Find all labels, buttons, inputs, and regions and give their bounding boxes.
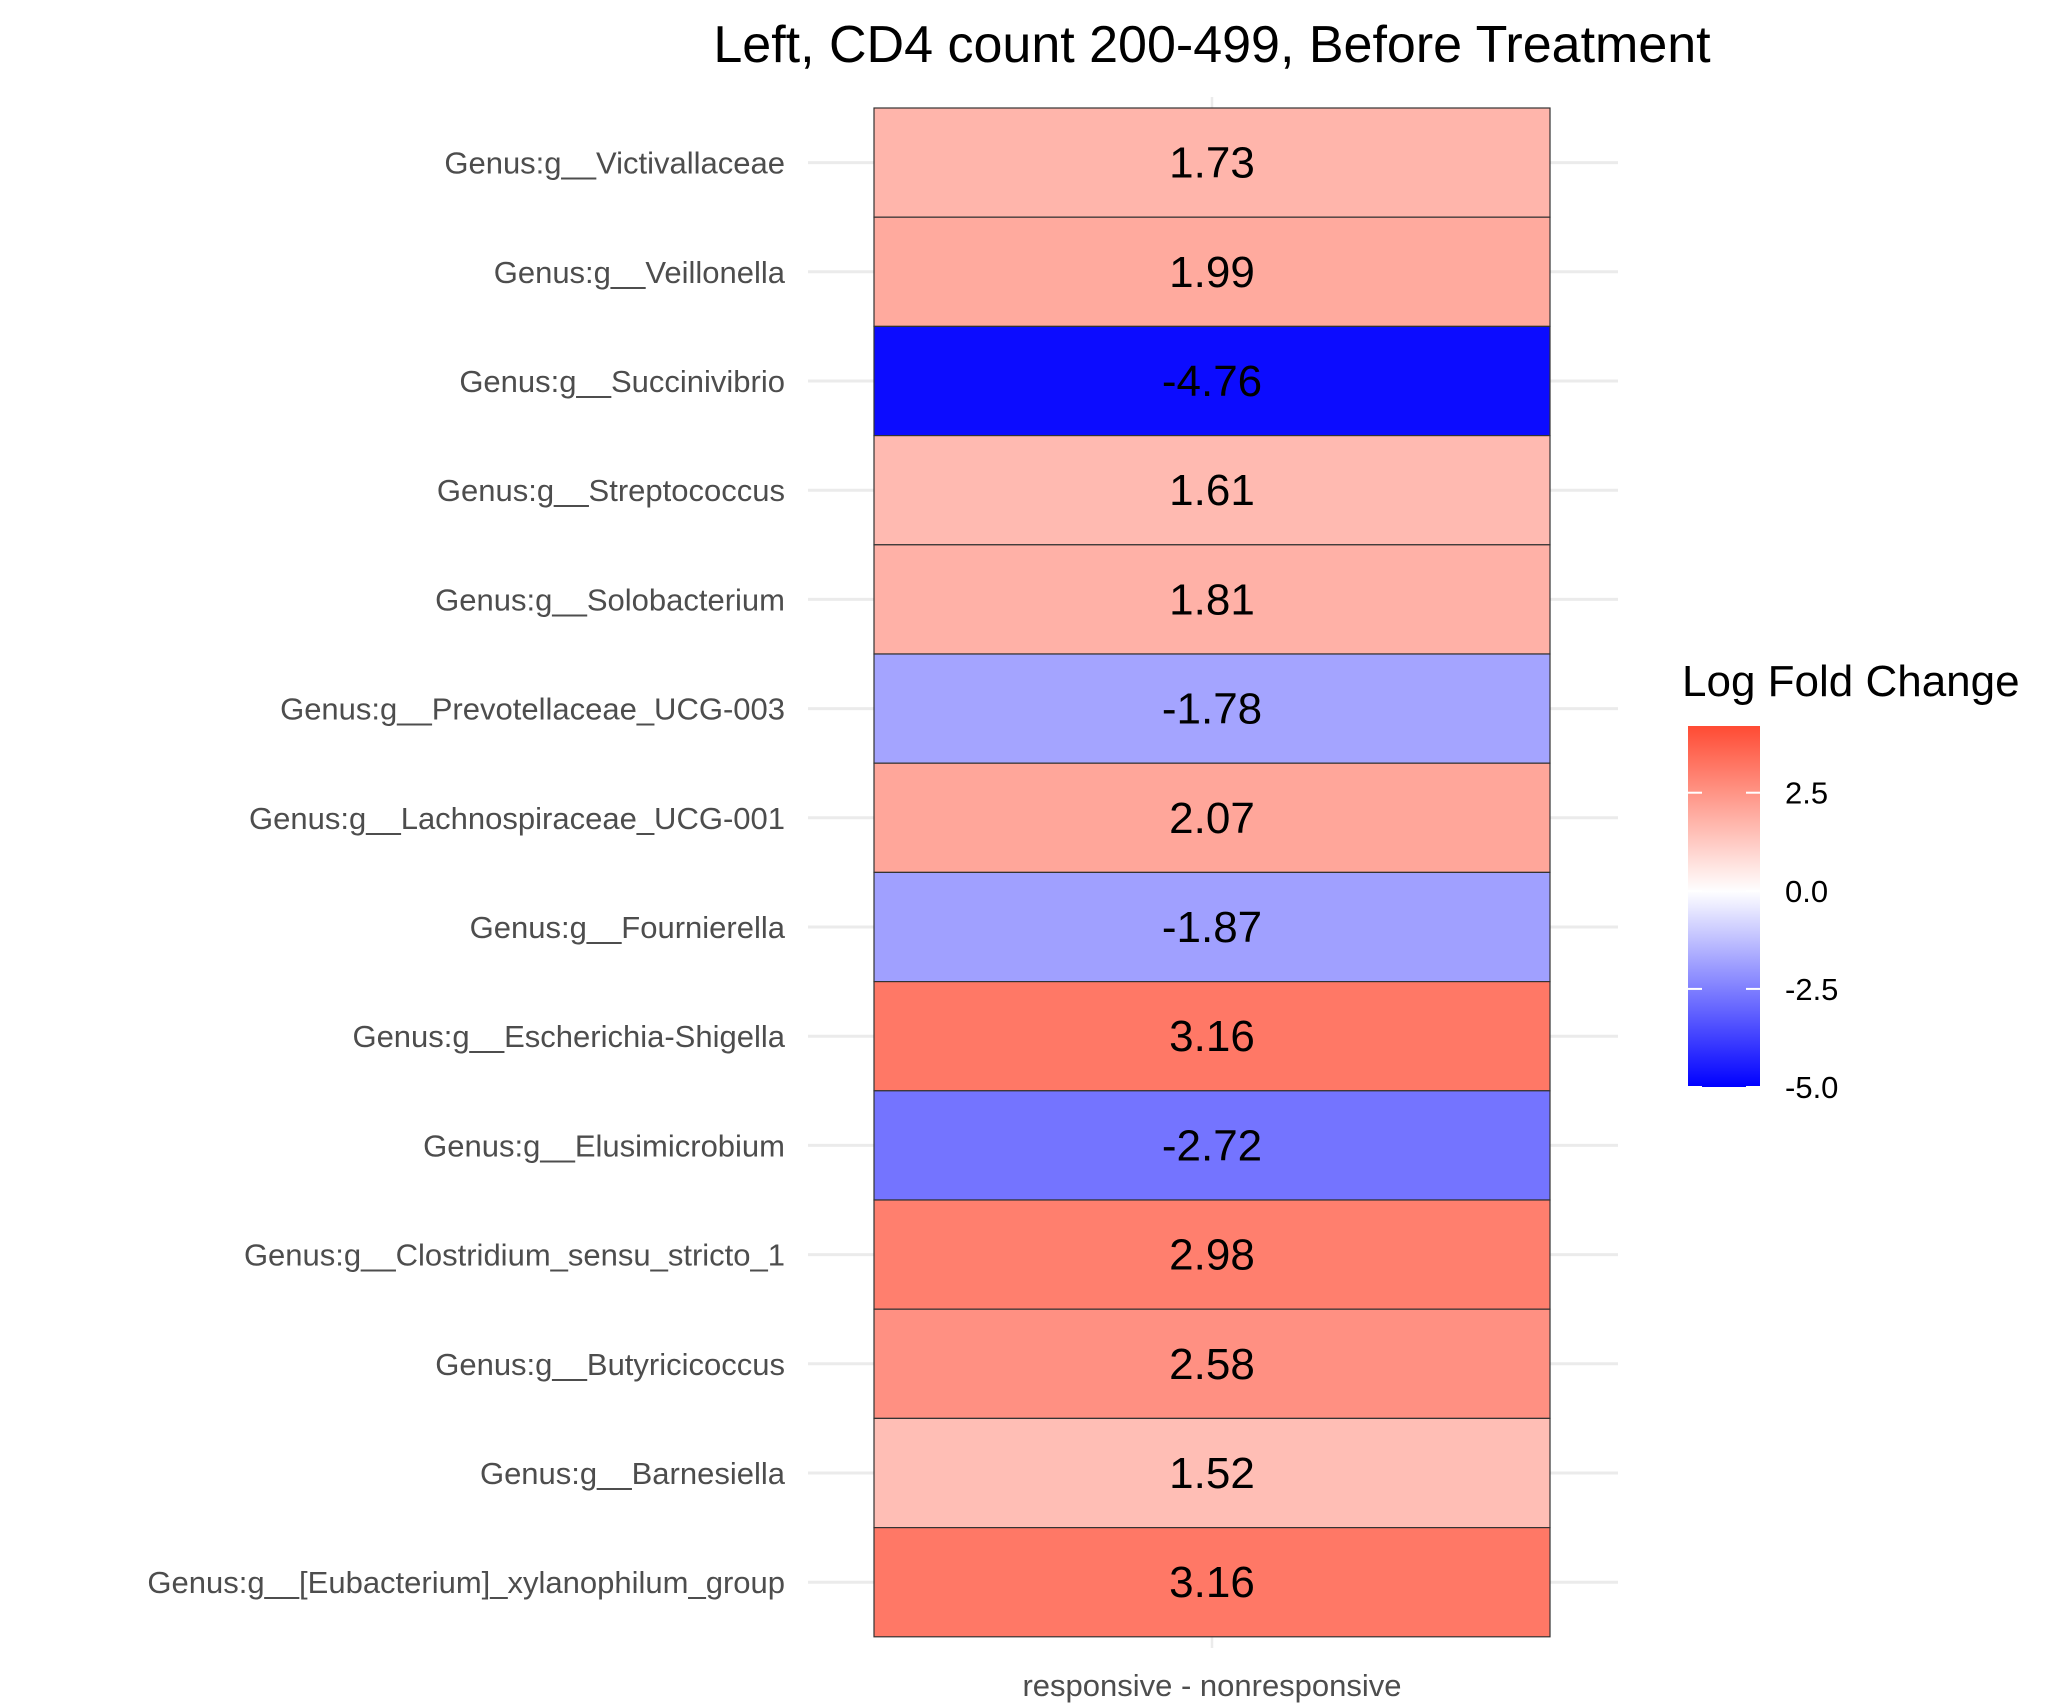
heatmap-cell <box>873 1417 1551 1529</box>
legend-tick-label: -5.0 <box>1785 1070 1838 1105</box>
cell-value-label: -1.78 <box>1162 685 1262 734</box>
y-tick-label: Genus:g__Victivallaceae <box>444 146 785 181</box>
heatmap-cell <box>873 1308 1551 1419</box>
y-tick-label: Genus:g__Veillonella <box>494 255 786 290</box>
y-tick-label: Genus:g__Succinivibrio <box>459 364 785 399</box>
y-tick-label: Genus:g__Fournierella <box>470 910 786 945</box>
heatmap-cell <box>873 1090 1551 1201</box>
heatmap-cells: 1.73 1.99 -4.76 1.61 1.81 -1.78 2.07 -1.87 3.16 -… <box>873 107 1551 1638</box>
cell-value-label: 3.16 <box>1169 1012 1255 1061</box>
heatmap-cell <box>873 107 1551 218</box>
y-tick-label: Genus:g__[Eubacterium]_xylanophilum_grou… <box>147 1565 785 1600</box>
y-tick-label: Genus:g__Prevotellaceae_UCG-003 <box>280 692 785 727</box>
cell-value-label: 3.16 <box>1169 1558 1255 1607</box>
y-tick-labels: Genus:g__Victivallaceae Genus:g__Veillone… <box>147 146 785 1601</box>
cell-value-label: 2.98 <box>1169 1231 1255 1280</box>
cell-value-label: 1.81 <box>1169 575 1255 624</box>
heatmap-cell <box>873 653 1551 764</box>
y-tick-label: Genus:g__Barnesiella <box>480 1456 786 1491</box>
heatmap-cell <box>873 435 1551 546</box>
heatmap-cell <box>873 871 1551 983</box>
heatmap-cell <box>873 1526 1551 1638</box>
x-tick-label: responsive - nonresponsive <box>1022 1668 1401 1703</box>
y-tick-label: Genus:g__Clostridium_sensu_stricto_1 <box>244 1238 785 1273</box>
chart-title: Left, CD4 count 200-499, Before Treatmen… <box>713 16 1711 74</box>
heatmap-cell <box>873 980 1551 1092</box>
heatmap-cell <box>873 325 1551 437</box>
cell-value-label: -4.76 <box>1162 357 1262 406</box>
y-tick-label: Genus:g__Elusimicrobium <box>423 1128 785 1163</box>
legend-tick-label: 2.5 <box>1785 776 1828 811</box>
legend-tick-label: 0.0 <box>1785 874 1828 909</box>
cell-value-label: 1.61 <box>1169 466 1255 515</box>
cell-value-label: 2.58 <box>1169 1340 1255 1389</box>
x-tick-labels: responsive - nonresponsive <box>1022 1668 1401 1703</box>
y-tick-label: Genus:g__Solobacterium <box>435 582 785 617</box>
y-tick-label: Genus:g__Escherichia-Shigella <box>352 1019 785 1054</box>
cell-value-label: 1.99 <box>1169 248 1255 297</box>
heatmap-cell <box>873 216 1551 327</box>
cell-value-label: 2.07 <box>1169 794 1255 843</box>
y-tick-label: Genus:g__Butyricicoccus <box>435 1347 785 1382</box>
heatmap-cell <box>873 762 1551 874</box>
y-tick-label: Genus:g__Streptococcus <box>437 473 785 508</box>
color-legend: Log Fold Change 2.5 0.0 -2.5 -5.0 <box>1682 657 2020 1105</box>
cell-value-label: 1.73 <box>1169 139 1255 188</box>
cell-value-label: 1.52 <box>1169 1449 1255 1498</box>
legend-tick-label: -2.5 <box>1785 972 1838 1007</box>
legend-colorbar <box>1688 726 1760 1087</box>
legend-title: Log Fold Change <box>1682 657 2020 706</box>
cell-value-label: -1.87 <box>1162 903 1262 952</box>
y-tick-label: Genus:g__Lachnospiraceae_UCG-001 <box>249 801 785 836</box>
heatmap-cell <box>873 544 1551 655</box>
cell-value-label: -2.72 <box>1162 1121 1262 1170</box>
heatmap-cell <box>873 1199 1551 1310</box>
